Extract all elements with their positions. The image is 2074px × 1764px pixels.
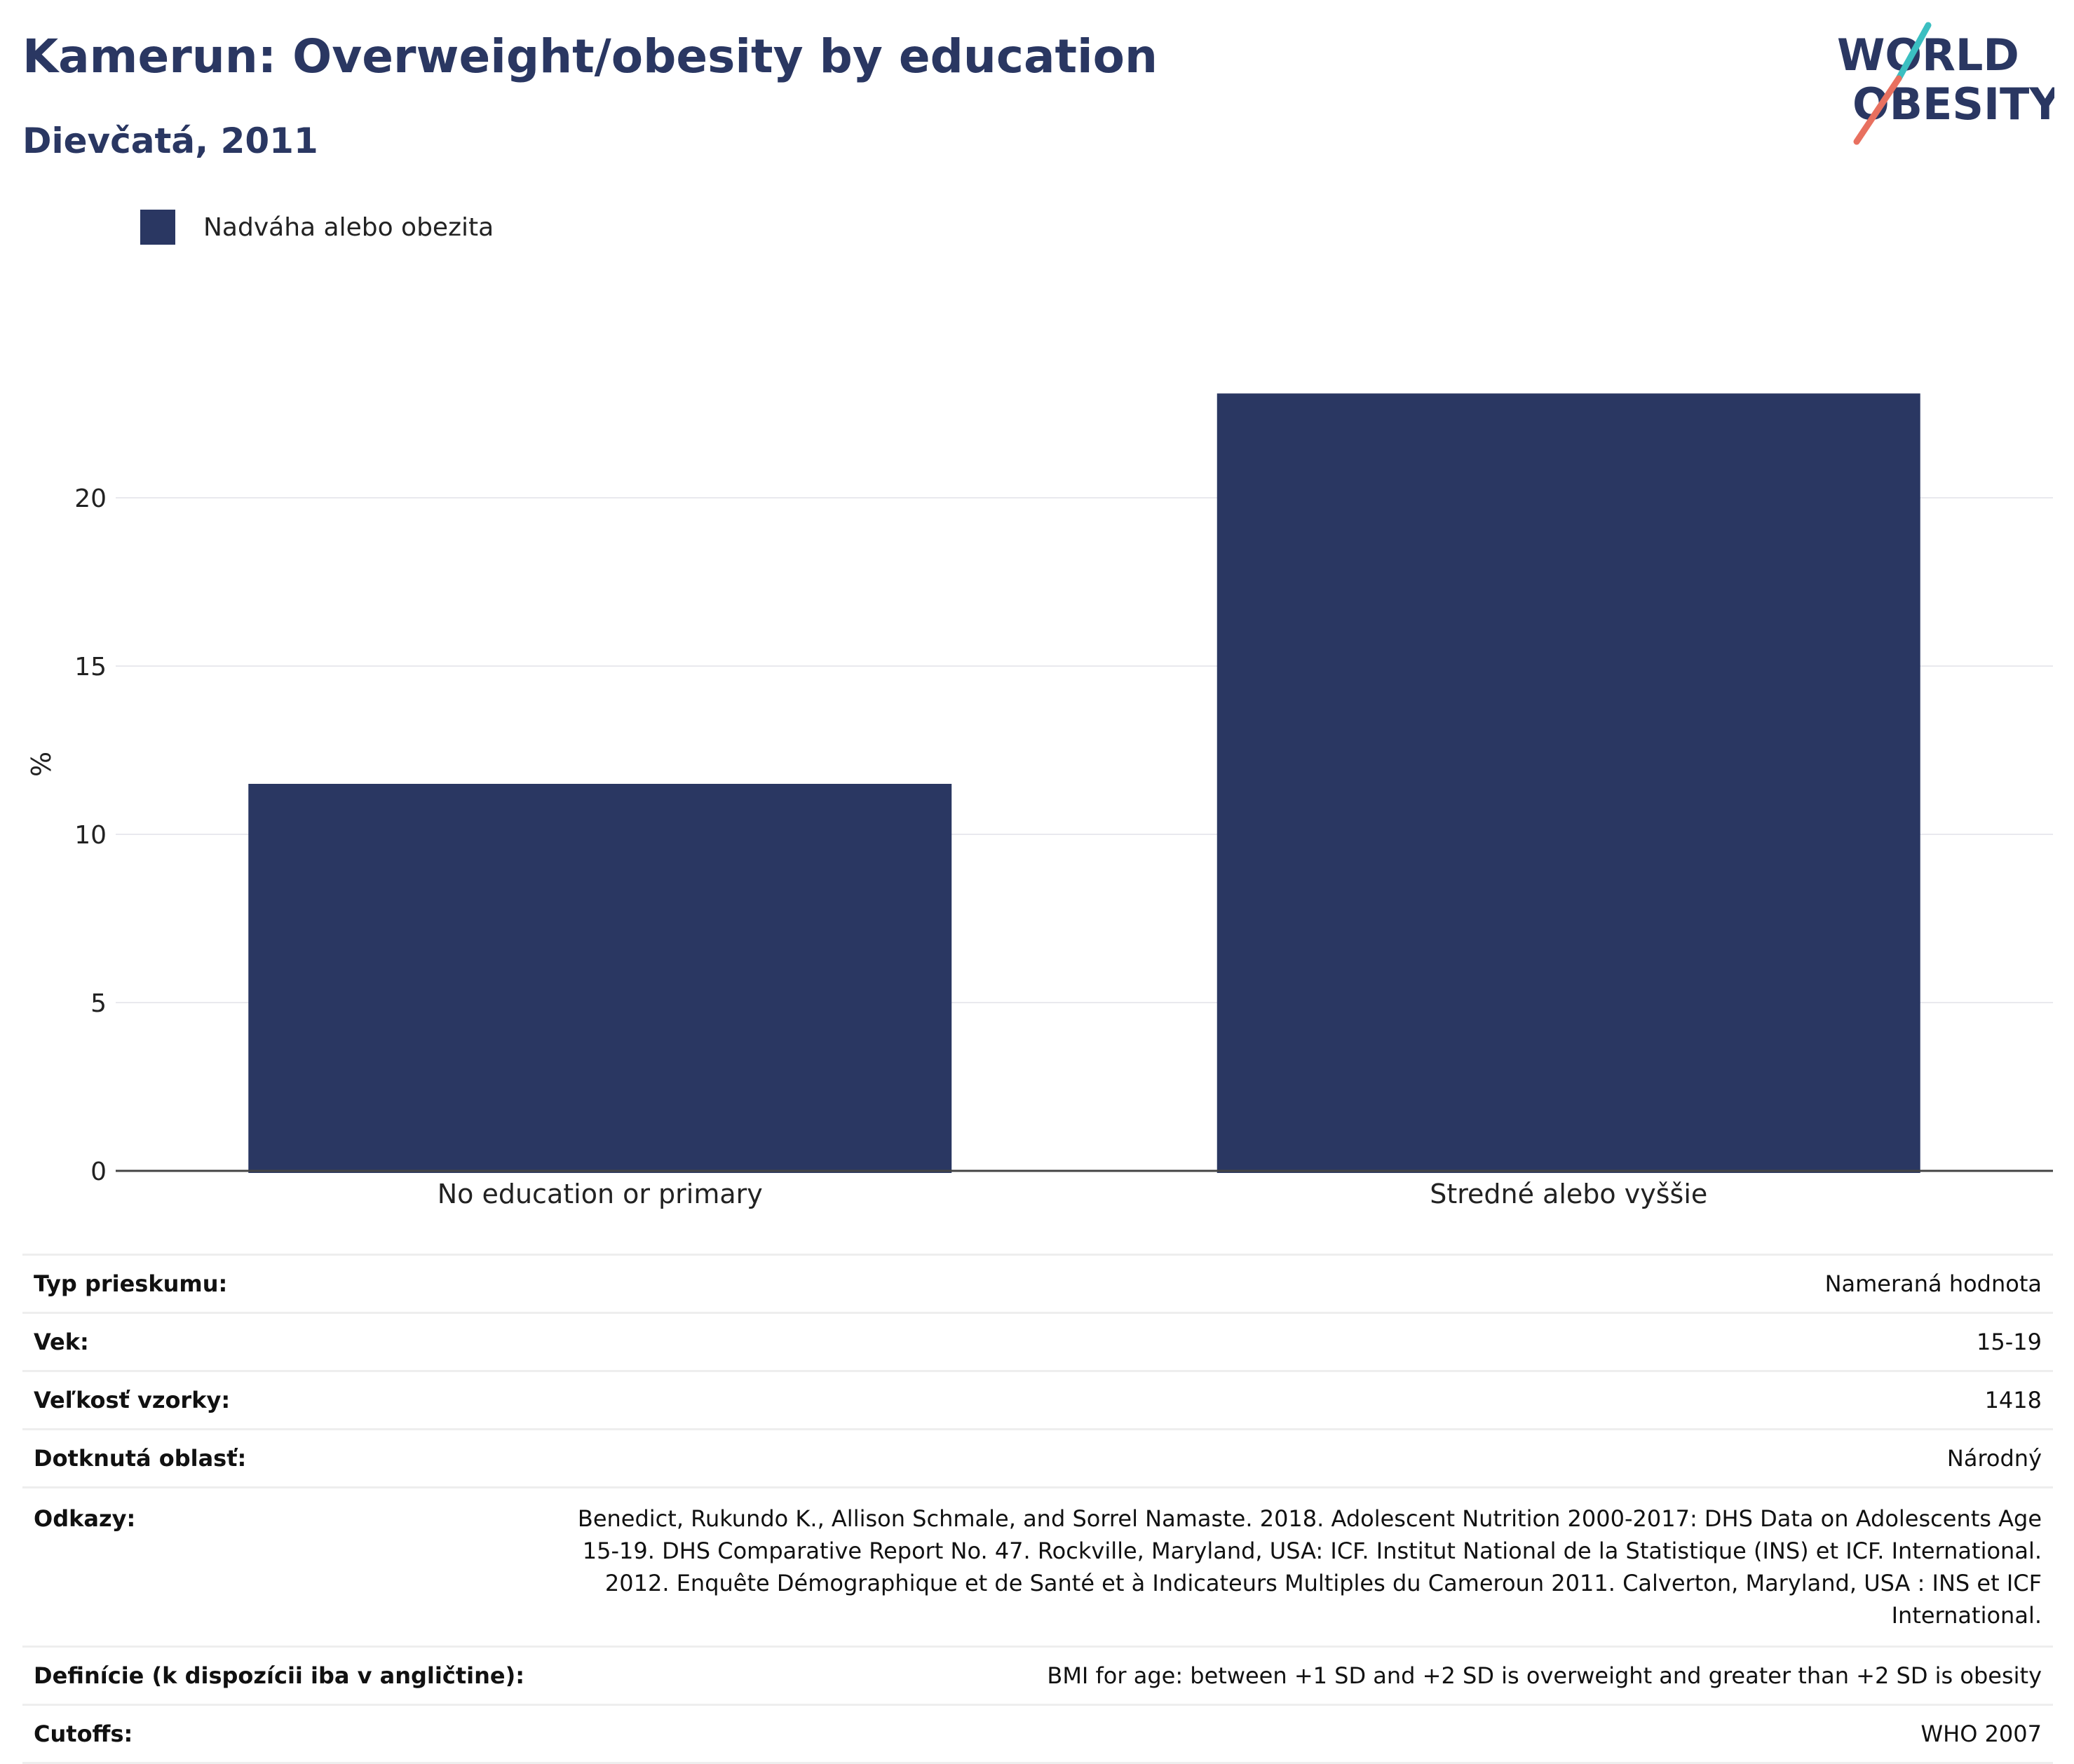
info-key: Definície (k dispozícii iba v angličtine… <box>22 1646 536 1705</box>
info-row: Cutoffs: WHO 2007 <box>22 1704 2053 1764</box>
info-key: Cutoffs: <box>22 1704 536 1764</box>
info-key: Veľkosť vzorky: <box>22 1370 536 1430</box>
y-axis-label: % <box>26 752 57 777</box>
info-row: Definície (k dispozícii iba v angličtine… <box>22 1646 2053 1705</box>
info-value: Benedict, Rukundo K., Allison Schmale, a… <box>535 1486 2053 1647</box>
info-row: Typ prieskumu: Nameraná hodnota <box>22 1254 2053 1313</box>
info-row: Odkazy: Benedict, Rukundo K., Allison Sch… <box>22 1486 2053 1647</box>
logo-word-obesity: OBESITY <box>1852 79 2054 130</box>
y-tick-label: 15 <box>74 653 107 681</box>
y-tick-label: 5 <box>90 989 107 1018</box>
info-row: Vek: 15-19 <box>22 1312 2053 1371</box>
info-value: WHO 2007 <box>535 1704 2053 1764</box>
x-tick-label: No education or primary <box>438 1179 763 1209</box>
y-tick-label: 0 <box>90 1158 107 1186</box>
chart-subtitle: Dievčatá, 2011 <box>22 121 318 161</box>
legend-swatch <box>140 210 175 245</box>
info-row: Veľkosť vzorky: 1418 <box>22 1370 2053 1430</box>
world-obesity-logo: WORLD OBESITY <box>1837 22 2054 145</box>
bar-chart: 0 5 10 15 20 No education or primary Stredné … <box>26 393 2053 1209</box>
y-tick-labels: 0 5 10 15 20 <box>74 484 107 1186</box>
logo-word-world: WORLD <box>1837 29 2019 81</box>
legend[interactable]: Nadváha alebo obezita <box>140 208 494 247</box>
chart-title: Kamerun: Overweight/obesity by education <box>22 29 1158 83</box>
y-tick-label: 10 <box>74 821 107 850</box>
x-tick-labels: No education or primary Stredné alebo vyš… <box>438 1179 1708 1209</box>
info-key: Vek: <box>22 1312 536 1371</box>
info-value: Nameraná hodnota <box>535 1254 2053 1313</box>
info-key: Typ prieskumu: <box>22 1254 536 1313</box>
logo-slash-teal <box>1895 22 1932 82</box>
info-value: Národný <box>535 1428 2053 1488</box>
logo-slash-coral <box>1853 75 1902 145</box>
y-tick-label: 20 <box>74 484 107 513</box>
bars <box>248 393 1920 1174</box>
legend-label: Nadváha alebo obezita <box>203 212 494 242</box>
info-key: Dotknutá oblasť: <box>22 1428 536 1488</box>
info-key: Odkazy: <box>22 1486 536 1647</box>
metadata-table: Typ prieskumu: Nameraná hodnota Vek: 15-19 V… <box>22 1254 2053 1764</box>
info-value: BMI for age: between +1 SD and +2 SD is … <box>535 1646 2053 1705</box>
x-tick-label: Stredné alebo vyššie <box>1430 1179 1707 1209</box>
bar[interactable] <box>248 784 952 1173</box>
info-value: 1418 <box>535 1370 2053 1430</box>
info-row: Dotknutá oblasť: Národný <box>22 1428 2053 1488</box>
bar[interactable] <box>1216 393 1920 1174</box>
info-value: 15-19 <box>535 1312 2053 1371</box>
